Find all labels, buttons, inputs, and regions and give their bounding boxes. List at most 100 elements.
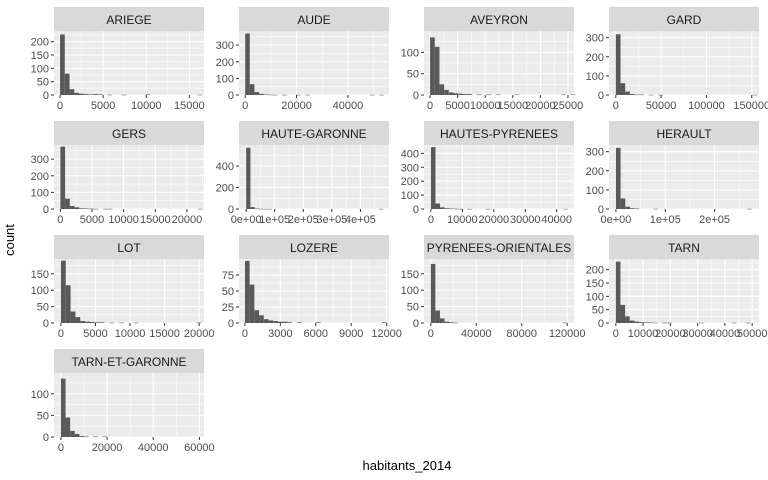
- histogram-bar: [444, 208, 450, 209]
- histogram-bar: [453, 322, 459, 324]
- histogram-bar: [485, 208, 491, 210]
- x-tick-label: 15000: [497, 100, 528, 112]
- y-tick-label: 0: [228, 204, 234, 216]
- histogram-bar: [458, 93, 463, 95]
- x-tick-label: 20000: [479, 214, 510, 226]
- histogram-bar: [440, 207, 445, 209]
- y-tick-label: 300: [401, 162, 419, 174]
- histogram-bar: [93, 208, 99, 210]
- y-tick-label: 50: [37, 77, 49, 89]
- histogram-bar: [249, 284, 255, 323]
- x-tick-label: 15000: [149, 328, 180, 340]
- histogram-bar: [65, 198, 70, 209]
- histogram-bar: [620, 83, 626, 95]
- y-tick-label: 200: [586, 52, 604, 64]
- x-tick-label: 5000: [80, 214, 104, 226]
- facet-title: AUDE: [297, 13, 330, 27]
- histogram-bar: [69, 89, 75, 95]
- y-tick-label: 0: [598, 204, 604, 216]
- x-tick-label: 0: [57, 214, 63, 226]
- facet-title: AVEYRON: [470, 13, 528, 27]
- facet-strip: [54, 121, 204, 145]
- y-tick-label: 300: [216, 40, 234, 52]
- panel-background: [54, 31, 204, 95]
- histogram-bar: [379, 208, 384, 210]
- histogram-bar: [103, 208, 108, 210]
- x-tick-label: 40000: [710, 328, 741, 340]
- histogram-bar: [249, 84, 255, 95]
- histogram-bar: [430, 37, 435, 95]
- panel-background: [424, 145, 574, 209]
- panel-background: [239, 31, 389, 95]
- y-tick-label: 150: [586, 278, 604, 290]
- y-tick-label: 50: [592, 305, 604, 317]
- histogram-bar: [634, 208, 640, 210]
- histogram-bar: [282, 94, 287, 96]
- y-tick-label: 150: [401, 269, 419, 281]
- x-tick-label: 0e+00: [231, 214, 262, 226]
- facet-tarn-et-garonne: TARN-ET-GARONNE 0 50 100 0 20000 40000 60000: [31, 349, 215, 454]
- facet-gers: GERS 0 100 200 300 0 5000 10000 15000 20000: [31, 121, 204, 226]
- histogram-bar: [662, 322, 667, 324]
- x-tick-label: 0: [613, 328, 619, 340]
- histogram-bar: [444, 89, 449, 95]
- histogram-bar: [69, 206, 75, 209]
- y-tick-label: 50: [407, 302, 419, 314]
- histogram-bar: [277, 321, 283, 323]
- histogram-bar: [85, 321, 90, 323]
- y-tick-label: 100: [216, 73, 234, 85]
- histogram-bar: [75, 317, 81, 323]
- histogram-bar: [629, 208, 635, 209]
- x-tick-label: 1e+05: [650, 214, 681, 226]
- histogram-bar: [439, 318, 445, 323]
- facet-title: TARN-ET-GARONNE: [71, 355, 186, 369]
- histogram-bar: [562, 322, 568, 324]
- histogram-bar: [444, 321, 449, 323]
- histogram-bar: [79, 93, 84, 95]
- histogram-bar: [658, 94, 663, 96]
- x-tick-label: 0: [58, 328, 64, 340]
- histogram-bar: [561, 94, 567, 96]
- facet-strip: [609, 235, 759, 259]
- facet-title: PYRENEES-ORIENTALES: [427, 241, 571, 255]
- x-tick-label: 50000: [737, 328, 768, 340]
- x-tick-label: 20000: [525, 100, 556, 112]
- histogram-bar: [99, 322, 105, 323]
- histogram-bar: [625, 206, 630, 209]
- histogram-bar: [495, 94, 501, 96]
- y-tick-label: 200: [586, 166, 604, 178]
- histogram-bar: [379, 94, 384, 96]
- histogram-bar: [639, 94, 645, 96]
- histogram-bar: [629, 94, 635, 95]
- histogram-bar: [121, 94, 127, 96]
- panel-background: [54, 259, 204, 323]
- histogram-bar: [615, 261, 621, 323]
- facet-lot: LOT 0 50 100 150 0 5000 10000 15000 20000: [31, 235, 214, 340]
- histogram-bar: [476, 94, 482, 96]
- histogram-bar: [273, 321, 278, 323]
- y-tick-label: 150: [31, 269, 49, 281]
- histogram-bar: [84, 436, 89, 438]
- histogram-bar: [65, 285, 71, 323]
- histogram-bar: [435, 310, 440, 323]
- facet-lozere: LOZERE 0 25 50 75 0 3000 6000 9000 12000: [222, 235, 402, 340]
- y-tick-label: 0: [228, 318, 234, 330]
- histogram-bar: [467, 208, 472, 210]
- x-tick-label: 0: [58, 442, 64, 454]
- facet-title: HAUTE-GARONNE: [261, 127, 366, 141]
- histogram-bar: [381, 322, 387, 323]
- x-tick-label: 0: [428, 214, 434, 226]
- facet-strip: [609, 7, 759, 31]
- histogram-bar: [625, 316, 630, 323]
- y-tick-label: 100: [586, 71, 604, 83]
- y-tick-label: 0: [598, 90, 604, 102]
- histogram-bar: [133, 322, 139, 324]
- x-tick-label: 20000: [92, 442, 123, 454]
- histogram-bar: [74, 433, 80, 437]
- x-tick-label: 5000: [91, 100, 115, 112]
- histogram-bar: [268, 320, 274, 323]
- histogram-bar: [84, 208, 89, 210]
- histogram-bar: [254, 92, 260, 95]
- x-tick-label: 15000: [174, 100, 205, 112]
